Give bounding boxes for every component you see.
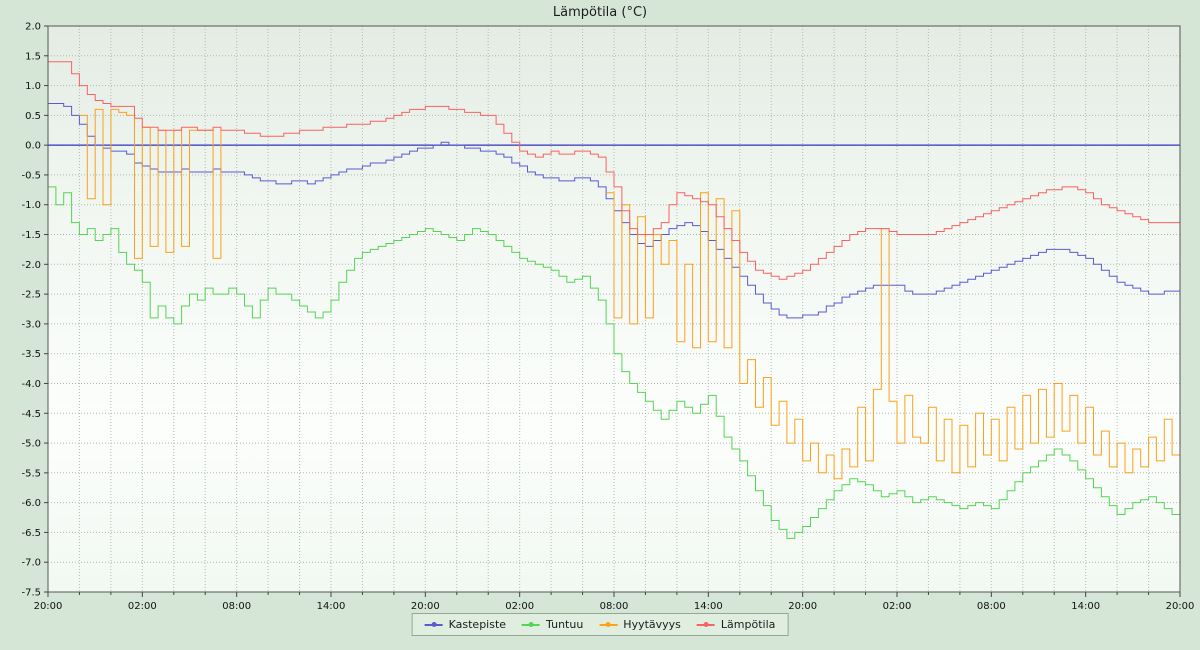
y-tick-label: 0.0 (25, 141, 41, 152)
x-tick-label: 20:00 (1166, 601, 1195, 612)
x-tick-label: 14:00 (317, 601, 346, 612)
y-tick-label: -4.0 (21, 379, 41, 390)
legend-label: Kastepiste (448, 618, 507, 631)
y-tick-label: -3.5 (21, 349, 41, 360)
y-tick-label: 0.5 (25, 111, 41, 122)
x-tick-label: 14:00 (1071, 601, 1100, 612)
x-tick-label: 02:00 (883, 601, 912, 612)
legend-label: Hyytävyys (623, 618, 681, 631)
x-tick-label: 14:00 (694, 601, 723, 612)
y-tick-label: -2.5 (21, 290, 41, 301)
y-tick-label: -7.5 (21, 588, 41, 599)
legend-label: Tuntuu (546, 618, 584, 631)
y-tick-label: 1.0 (25, 81, 41, 92)
x-tick-label: 20:00 (411, 601, 440, 612)
y-tick-label: 1.5 (25, 51, 41, 62)
x-tick-label: 02:00 (128, 601, 157, 612)
x-tick-label: 02:00 (505, 601, 534, 612)
y-tick-label: -5.5 (21, 468, 41, 479)
series-line (48, 61, 1180, 280)
legend-item-0: Kastepiste (424, 618, 507, 631)
y-tick-label: -4.5 (21, 409, 41, 420)
legend-item-1: Tuntuu (522, 618, 583, 631)
y-tick-label: -7.0 (21, 558, 41, 569)
y-tick-label: -1.5 (21, 230, 41, 241)
legend-item-3: Lämpötila (696, 618, 776, 631)
legend-swatch (696, 622, 715, 627)
series-line (48, 186, 1181, 539)
legend-label: Lämpötila (720, 618, 776, 631)
chart-title: Lämpötila (°C) (552, 5, 648, 20)
x-tick-label: 20:00 (34, 601, 63, 612)
legend-swatch (522, 622, 541, 627)
legend-swatch (599, 622, 618, 627)
y-tick-label: -2.0 (21, 260, 41, 271)
y-tick-label: -6.0 (21, 498, 41, 509)
y-tick-label: -5.0 (21, 439, 41, 450)
legend: Kastepiste Tuntuu Hyytävyys Lämpötila (411, 613, 789, 636)
y-tick-label: -1.0 (21, 200, 41, 211)
legend-swatch (424, 622, 443, 627)
y-tick-label: -3.0 (21, 319, 41, 330)
y-tick-label: 2.0 (25, 22, 41, 33)
x-tick-label: 08:00 (222, 601, 251, 612)
x-tick-label: 08:00 (600, 601, 629, 612)
chart-canvas: 20:00 02:00 08:00 14:00 20:00 02:00 08:00 14:00… (21, 22, 1195, 613)
legend-item-2: Hyytävyys (599, 618, 681, 631)
x-tick-label: 20:00 (788, 601, 817, 612)
y-tick-label: -6.5 (21, 528, 41, 539)
y-tick-label: -0.5 (21, 170, 41, 181)
x-tick-label: 08:00 (977, 601, 1006, 612)
